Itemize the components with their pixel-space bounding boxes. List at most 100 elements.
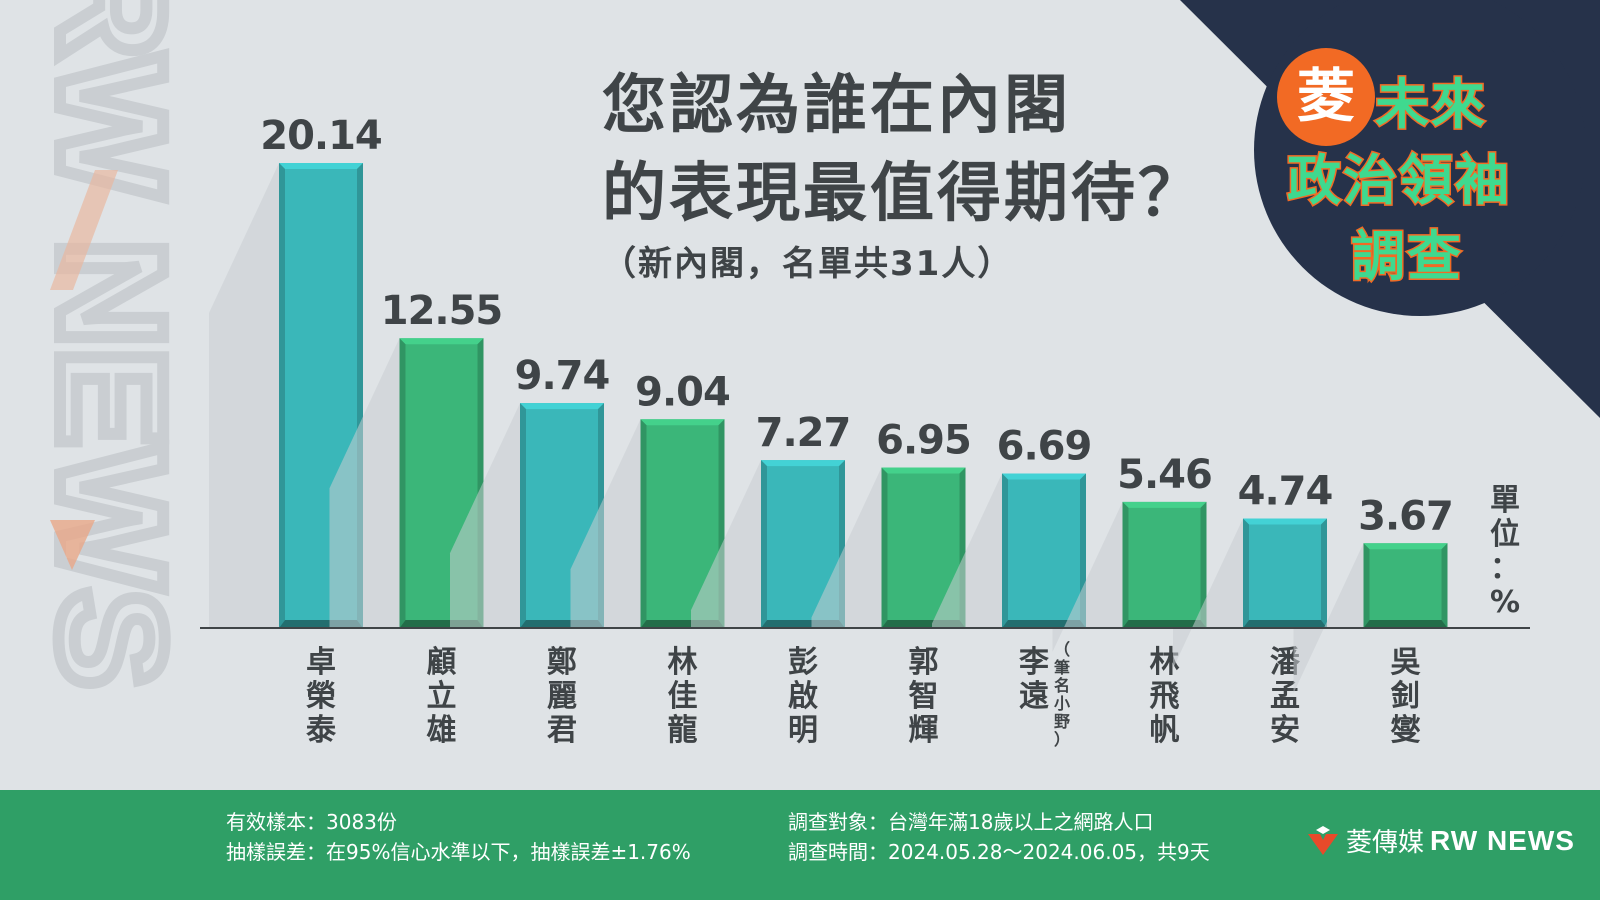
bar-8: [1122, 501, 1207, 628]
category-note: 名: [1054, 676, 1070, 695]
survey-badge: 菱 未來 政治領袖 調查: [1255, 28, 1585, 328]
bar-shadow: [570, 419, 641, 628]
watermark-triangle: [50, 520, 95, 570]
bar-bevel-top: [640, 419, 725, 426]
bar-bevel-left: [1243, 518, 1249, 628]
bar-bevel-right: [1200, 501, 1207, 628]
category-label: 雄: [427, 713, 457, 748]
bar-bevel-left: [399, 338, 406, 628]
value-label: 7.27: [756, 410, 851, 456]
bar-bevel-left: [1122, 501, 1129, 628]
bar-10: [1363, 543, 1448, 628]
bar-bevel-top: [761, 460, 845, 467]
category-label: 麗: [547, 679, 577, 714]
watermark-text: RW NEWS: [28, 0, 196, 689]
brand-logo: 菱傳媒 RW NEWS: [1306, 822, 1575, 859]
category-label: 泰: [306, 713, 337, 748]
category-label: 釗: [1391, 679, 1421, 714]
footer-sample: 有效樣本：3083份: [226, 810, 397, 834]
bar-bevel-left: [761, 460, 767, 628]
watermark-accent: [50, 170, 118, 290]
category-label: 飛: [1150, 679, 1180, 714]
category-note: （: [1054, 640, 1070, 659]
category-label: 輝: [909, 713, 939, 748]
bar-shadow: [450, 403, 520, 628]
bar-shadow: [932, 473, 1002, 628]
category-label: 李: [1019, 645, 1049, 680]
footer-period: 調查時間：2024.05.28～2024.06.05，共9天: [788, 840, 1210, 864]
unit-label: 位: [1490, 517, 1520, 552]
category-label: 林: [668, 645, 698, 680]
category-label: 佳: [668, 679, 698, 714]
chart-subtitle: （新內閣，名單共31人）: [602, 244, 1014, 284]
brand-logo-icon: [1308, 825, 1338, 855]
bar-bevel-top: [1002, 473, 1086, 480]
category-note: 小: [1054, 694, 1070, 713]
brand-en: RW NEWS: [1430, 824, 1575, 856]
bar-bevel-left: [1363, 543, 1370, 628]
brand-cn: 菱傳媒: [1346, 828, 1425, 858]
bar-shadow: [1293, 543, 1364, 694]
value-label: 4.74: [1238, 469, 1333, 515]
category-label: 立: [427, 679, 457, 714]
category-label: 龍: [668, 713, 698, 748]
bar-bevel-top: [1243, 518, 1327, 525]
value-label: 9.74: [515, 353, 610, 399]
bar-bevel-bottom: [1122, 620, 1207, 628]
category-label: 顧: [427, 645, 457, 680]
bar-shadow: [1052, 501, 1123, 652]
category-label: 遠: [1019, 679, 1049, 714]
bar-bevel-left: [520, 403, 526, 628]
value-label: 5.46: [1117, 452, 1212, 498]
bar-shadow: [329, 338, 400, 628]
category-note: ）: [1054, 730, 1070, 749]
category-label: 安: [1270, 713, 1300, 748]
footer-error: 抽樣誤差：在95%信心水準以下，抽樣誤差±1.76%: [226, 840, 691, 864]
category-label: 智: [909, 679, 939, 714]
bar-bevel-right: [1441, 543, 1448, 628]
category-label: 君: [547, 713, 577, 748]
category-label: 郭: [909, 645, 939, 680]
value-label: 20.14: [260, 113, 382, 159]
badge-line-1: 未來: [1374, 72, 1487, 138]
bar-bevel-left: [1002, 473, 1008, 628]
unit-label: ：: [1490, 551, 1520, 586]
badge-line-3: 調查: [1350, 224, 1463, 290]
bar-9: [1243, 518, 1327, 628]
category-label: 鄭: [547, 645, 577, 680]
footer-bar: 有效樣本：3083份 抽樣誤差：在95%信心水準以下，抽樣誤差±1.76% 調查…: [0, 790, 1600, 900]
bar-shadow: [691, 460, 761, 628]
category-label: 榮: [306, 679, 336, 714]
value-label: 3.67: [1358, 493, 1453, 539]
bar-bevel-top: [881, 467, 966, 474]
title-line-1: 您認為誰在內閣: [602, 69, 1071, 143]
bar-bevel-top: [520, 403, 604, 410]
chart-title: 您認為誰在內閣 的表現最值得期待？: [602, 62, 1205, 238]
category-label: 帆: [1150, 713, 1180, 748]
value-label: 6.69: [997, 424, 1092, 470]
bar-7: [1002, 473, 1086, 628]
category-note: 野: [1054, 712, 1070, 731]
bar-shadow: [811, 467, 882, 628]
category-label: 啟: [788, 679, 818, 714]
bar-bevel-top: [1122, 501, 1207, 508]
category-label: 彭: [788, 645, 818, 680]
bar-bevel-right: [1321, 518, 1327, 628]
unit-label: %: [1490, 585, 1520, 620]
title-line-2: 的表現最值得期待？: [602, 157, 1205, 231]
category-label: 卓: [306, 645, 336, 680]
value-label: 6.95: [876, 418, 971, 464]
value-label: 9.04: [635, 369, 730, 415]
bar-shadow: [1173, 518, 1243, 669]
bar-bevel-bottom: [1243, 620, 1327, 628]
category-label: 燮: [1391, 713, 1421, 748]
bar-bevel-top: [1363, 543, 1448, 550]
watermark: RW NEWS: [22, 0, 202, 695]
bar-bevel-bottom: [1363, 620, 1448, 628]
bar-bevel-left: [640, 419, 647, 628]
value-label: 12.55: [381, 288, 503, 334]
bar-bevel-top: [279, 163, 363, 169]
bar-bevel-left: [881, 467, 888, 628]
footer-target: 調查對象：台灣年滿18歲以上之網路人口: [788, 810, 1154, 834]
